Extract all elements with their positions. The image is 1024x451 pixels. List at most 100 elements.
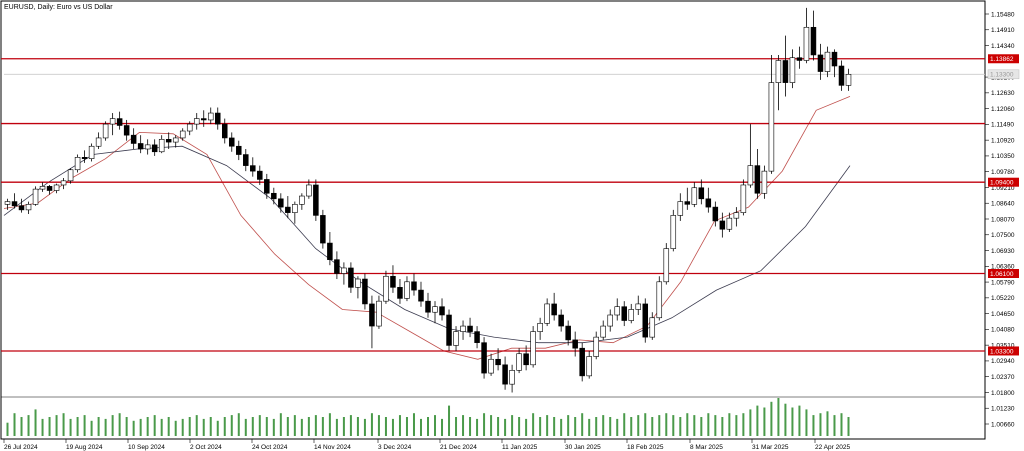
bearish-candle <box>712 206 719 222</box>
bearish-candle <box>782 60 789 83</box>
price-tick-label: 1.12630 <box>991 90 1015 97</box>
bullish-candle <box>25 204 32 211</box>
volume-bar <box>342 417 345 436</box>
level-price-label: 1.06100 <box>990 271 1014 278</box>
chart-title: EURUSD, Daily: Euro vs US Dollar <box>4 4 113 11</box>
volume-bar <box>76 417 79 436</box>
bearish-candle <box>446 314 452 346</box>
bearish-candle <box>838 65 845 86</box>
bullish-candle <box>824 51 831 72</box>
bullish-candle <box>845 74 852 86</box>
price-tick-label: 1.12060 <box>991 106 1015 113</box>
level-price-badge <box>988 269 1019 279</box>
volume-bar <box>819 413 822 436</box>
volume-bar <box>812 415 815 436</box>
time-tick-label: 11 Jan 2025 <box>502 444 538 451</box>
bearish-candle <box>334 259 340 274</box>
bearish-candle <box>369 303 375 327</box>
volume-bar <box>504 418 507 436</box>
bullish-candle <box>635 303 642 310</box>
bullish-candle <box>60 180 67 186</box>
bearish-candle <box>810 26 817 56</box>
bearish-candle <box>362 278 368 305</box>
bullish-candle <box>109 118 116 125</box>
bearish-candle <box>11 201 18 207</box>
bullish-candle <box>144 144 151 150</box>
bullish-candle <box>544 303 550 324</box>
volume-bar <box>693 415 696 436</box>
bearish-candle <box>313 184 319 216</box>
volume-bar <box>314 415 317 436</box>
volume-bar <box>791 407 794 436</box>
level-price-label: 1.13862 <box>990 56 1014 63</box>
bullish-candle <box>292 204 298 213</box>
bullish-candle <box>53 184 60 191</box>
bearish-candle <box>390 275 396 288</box>
volume-bar <box>532 413 535 436</box>
price-tick-label: 1.10920 <box>991 137 1015 144</box>
price-tick-label: 1.01800 <box>991 390 1015 397</box>
bullish-candle <box>32 188 39 205</box>
volume-bar <box>6 422 9 436</box>
volume-bar <box>167 417 170 436</box>
bullish-candle <box>775 60 782 83</box>
time-axis: 26 Jul 2024 19 Aug 2024 10 Sep 2024 2 Oct 2… <box>3 439 850 451</box>
volume-bar <box>377 415 380 436</box>
bearish-candle <box>151 144 158 153</box>
bearish-candle <box>137 143 144 150</box>
bullish-candle <box>740 184 747 213</box>
bearish-candle <box>705 198 712 208</box>
bullish-candle <box>193 118 200 125</box>
bullish-candle <box>299 195 305 205</box>
time-tick-label: 21 Dec 2024 <box>440 444 477 451</box>
volume-bar <box>784 403 787 436</box>
volume-bar <box>616 418 619 436</box>
volume-bar <box>763 407 766 436</box>
bearish-candle <box>502 364 508 385</box>
volume-bar <box>749 409 752 436</box>
volume-bar <box>602 415 605 436</box>
volume-bar <box>48 417 51 436</box>
price-tick-label: 1.05790 <box>991 279 1015 286</box>
volume-bar <box>139 418 142 436</box>
volume-bar <box>511 415 514 436</box>
volume-bar <box>679 417 682 436</box>
volume-bar <box>539 417 542 436</box>
bearish-candle <box>579 347 585 377</box>
price-tick-label: 1.14910 <box>991 27 1015 34</box>
volume-bar <box>405 417 408 436</box>
bearish-candle <box>243 154 249 166</box>
bearish-candle <box>264 179 270 194</box>
current-price-badge <box>987 69 1020 80</box>
volume-bar <box>469 417 472 436</box>
time-tick-label: 8 Mar 2025 <box>690 444 723 451</box>
volume-bar <box>111 415 114 436</box>
volume-bar <box>307 417 310 436</box>
volume-bar <box>34 409 37 436</box>
price-tick-label: 1.07500 <box>991 232 1015 239</box>
price-tick-label: 1.15480 <box>991 11 1015 18</box>
level-price-badge <box>988 177 1019 187</box>
volume-bar <box>419 418 422 436</box>
current-price-label: 1.13300 <box>990 72 1014 79</box>
volume-bar <box>833 415 836 436</box>
bullish-candle <box>768 82 775 172</box>
volume-bar <box>798 405 801 436</box>
volume-bar <box>658 415 661 436</box>
volume-bar <box>805 409 808 436</box>
volume-bar <box>525 418 528 436</box>
bearish-candle <box>796 57 803 61</box>
volume-bar <box>609 417 612 436</box>
bearish-candle <box>817 54 824 72</box>
bullish-candle <box>102 123 109 139</box>
bullish-candle <box>656 281 663 319</box>
bullish-candle <box>4 201 11 205</box>
price-tick-label: 1.06930 <box>991 248 1015 255</box>
level-price-label: 1.09400 <box>990 180 1014 187</box>
fast-moving-average-line <box>3 96 851 360</box>
bullish-candle <box>172 137 179 143</box>
bullish-candle <box>95 137 102 147</box>
volume-bar <box>335 418 338 436</box>
volume-bar <box>244 418 247 436</box>
bullish-candle <box>516 353 522 371</box>
